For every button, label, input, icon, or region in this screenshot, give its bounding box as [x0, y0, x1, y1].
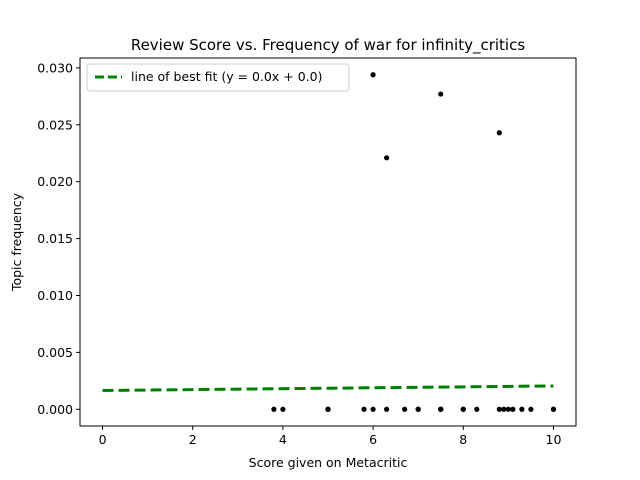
data-point — [510, 406, 516, 412]
data-point — [271, 406, 277, 412]
y-axis: 0.000 0.005 0.010 0.015 0.020 0.025 0.030 — [37, 60, 80, 417]
data-point — [402, 406, 408, 412]
data-point — [550, 406, 557, 412]
data-point — [505, 406, 511, 412]
x-tick-label: 10 — [546, 432, 562, 447]
y-axis-label: Topic frequency — [9, 192, 24, 292]
data-point — [496, 406, 502, 412]
legend: line of best fit (y = 0.0x + 0.0) — [86, 63, 350, 92]
legend-box — [86, 63, 350, 92]
data-point — [460, 406, 466, 412]
data-point — [384, 155, 390, 161]
data-point — [519, 406, 525, 412]
data-point — [496, 130, 502, 136]
data-point — [370, 72, 376, 78]
y-tick-label: 0.020 — [37, 174, 73, 189]
x-axis-label: Score given on Metacritic — [249, 455, 408, 470]
x-tick-label: 4 — [279, 432, 287, 447]
data-point — [384, 406, 390, 412]
legend-entry-fit-line: line of best fit (y = 0.0x + 0.0) — [131, 69, 322, 84]
x-tick-label: 2 — [189, 432, 197, 447]
y-tick-label: 0.000 — [37, 402, 73, 417]
data-point — [370, 406, 376, 412]
x-tick-label: 8 — [459, 432, 467, 447]
data-point — [325, 406, 331, 412]
data-point — [438, 91, 444, 97]
x-tick-label: 0 — [99, 432, 107, 447]
x-axis: 0 2 4 6 8 10 — [99, 426, 562, 447]
data-point — [501, 406, 507, 412]
plot-area — [102, 72, 557, 412]
data-point — [361, 406, 367, 412]
data-point — [438, 406, 444, 412]
y-tick-label: 0.010 — [37, 288, 73, 303]
x-tick-label: 6 — [369, 432, 377, 447]
data-point — [474, 406, 480, 412]
y-tick-label: 0.025 — [37, 117, 73, 132]
data-point — [415, 406, 421, 412]
y-tick-label: 0.030 — [37, 60, 73, 75]
data-point — [528, 406, 534, 412]
y-tick-label: 0.005 — [37, 345, 73, 360]
plot-frame — [79, 57, 577, 427]
chart-title: Review Score vs. Frequency of war for in… — [131, 36, 525, 55]
y-tick-label: 0.015 — [37, 231, 73, 246]
best-fit-line — [102, 384, 554, 392]
data-point — [280, 406, 286, 412]
